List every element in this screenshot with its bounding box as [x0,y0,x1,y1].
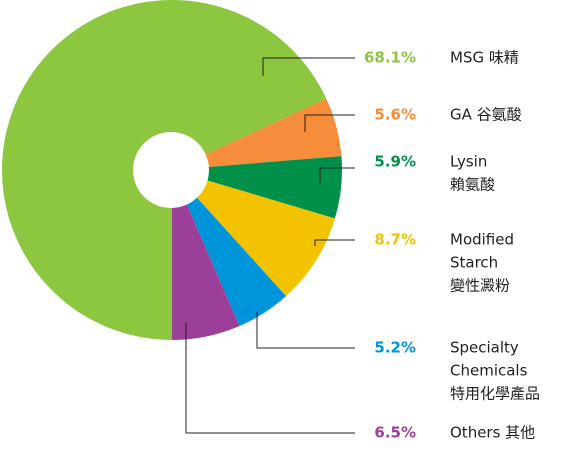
pie-slice [172,170,240,340]
category-label: GA 谷氨酸 [450,106,522,124]
leader-line [314,239,355,246]
value-label: 5.6% [374,106,416,124]
category-label: Others 其他 [450,424,535,442]
category-label: Chemicals [450,362,528,380]
category-label: 特用化學產品 [450,385,540,403]
leader-line [185,322,355,434]
category-label: 賴氨酸 [450,176,495,194]
category-label: Specialty [450,339,519,357]
leader-line [256,312,355,349]
category-label: Starch [450,254,498,272]
value-label: 5.2% [374,339,416,357]
pie-slice [172,156,342,219]
leader-line [319,167,355,183]
category-label: Lysin [450,153,487,171]
value-label: 68.1% [364,49,416,67]
pie-slice [172,170,287,327]
leader-line [304,114,355,132]
pie-slice [172,170,335,297]
category-label: 變性澱粉 [450,277,510,295]
leader-line [262,57,355,76]
pie-slice [172,98,342,170]
value-label: 6.5% [374,424,416,442]
category-label: MSG 味精 [450,49,519,67]
category-label: Modified [450,231,514,249]
value-label: 8.7% [374,231,416,249]
value-label: 5.9% [374,153,416,171]
donut-hole [133,132,209,208]
